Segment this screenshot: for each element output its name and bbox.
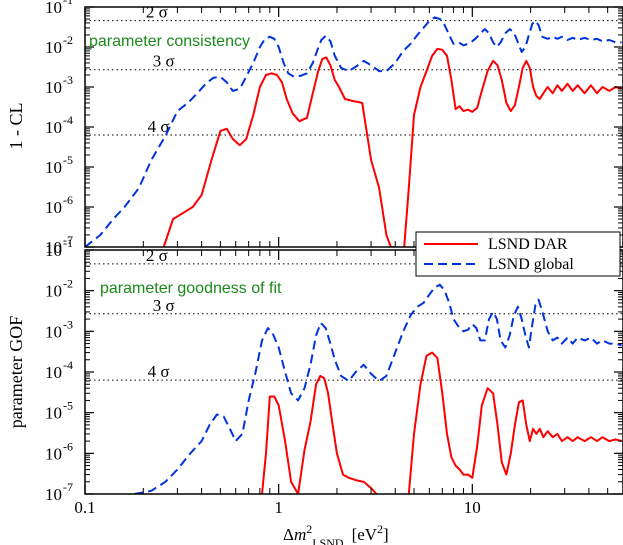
top-ytick-label: 10	[45, 158, 62, 177]
top-ytick-label: 10	[45, 78, 62, 97]
top-sigma-label-3: 3 σ	[153, 52, 175, 71]
top-ylabel: 1 - CL	[6, 103, 26, 150]
top-sigma-label-4: 4 σ	[148, 117, 170, 136]
xtick-label-10: 10	[464, 498, 481, 517]
bottom-series-lsnd-dar-0	[261, 374, 378, 494]
bottom-sigma-label-3: 3 σ	[153, 296, 175, 315]
svg-text:Δm2LSND[eV2]: Δm2LSND [eV2]	[283, 522, 389, 545]
bottom-panel: 2 σ3 σ4 σ10-710-610-510-410-310-210 -10.1…	[45, 236, 623, 517]
legend-label-lsnd-global: LSND global	[488, 256, 574, 273]
bottom-ytick-label: 10	[45, 485, 62, 504]
top-ytick-exponent: -1	[63, 0, 73, 7]
top-ytick-exponent: -3	[63, 73, 73, 87]
bottom-series-lsnd-global-2	[134, 283, 622, 494]
top-ytick-label: 10	[45, 0, 62, 17]
bottom-ylabel: parameter GOF	[6, 316, 26, 428]
top-ytick-label: 10	[45, 118, 62, 137]
bottom-ytick-exponent: -7	[63, 480, 73, 494]
bottom-ytick-label: 10	[45, 363, 62, 382]
top-ytick-exponent: -2	[63, 33, 73, 47]
top-series-lsnd-dar-0	[162, 56, 395, 247]
bottom-ytick-exponent: -6	[63, 439, 73, 453]
xtick-label-0.1: 0.1	[74, 498, 95, 517]
bottom-ytick-label: 10	[45, 322, 62, 341]
bottom-ytick-label: 10	[45, 444, 62, 463]
x-axis-title: Δm2LSND [eV2]	[283, 522, 389, 545]
bottom-sigma-label-2: 2 σ	[146, 246, 168, 265]
legend: LSND DAR LSND global	[415, 231, 621, 277]
bottom-ytick-label: 10	[45, 241, 62, 260]
top-sigma-label-2: 2 σ	[146, 3, 168, 22]
top-ytick-exponent: -4	[63, 113, 73, 127]
legend-box	[415, 231, 621, 277]
xtick-label-1: 1	[274, 498, 283, 517]
top-ytick-label: 10	[45, 238, 62, 257]
top-ytick-label: 10	[45, 38, 62, 57]
bottom-ytick-label: 10	[45, 282, 62, 301]
top-ytick-label: 10	[45, 198, 62, 217]
bottom-series-lsnd-dar-1	[407, 351, 622, 494]
bottom-ytick-label: 10	[45, 404, 62, 423]
bottom-ytick-exponent: -5	[63, 399, 73, 413]
top-panel: 2 σ3 σ4 σ10-710-610-510-410-310-210-1	[45, 0, 623, 257]
annotation-parameter-consistency: parameter consistency	[89, 33, 250, 50]
top-ytick-exponent: -5	[63, 153, 73, 167]
bottom-sigma-label-4: 4 σ	[148, 362, 170, 381]
bottom-ytick-exponent: -3	[63, 317, 73, 331]
legend-label-lsnd-dar: LSND DAR	[488, 236, 568, 253]
top-ytick-exponent: -6	[63, 193, 73, 207]
bottom-ytick-exponent: -2	[63, 277, 73, 291]
top-ytick-exponent: -7	[63, 233, 73, 247]
annotation-parameter-goodness-of-fit: parameter goodness of fit	[100, 280, 282, 297]
top-series-lsnd-global-2	[85, 16, 622, 247]
top-series-lsnd-dar-1	[403, 47, 622, 247]
bottom-ytick-exponent: -1	[63, 236, 73, 250]
bottom-ytick-exponent: -4	[63, 358, 73, 372]
